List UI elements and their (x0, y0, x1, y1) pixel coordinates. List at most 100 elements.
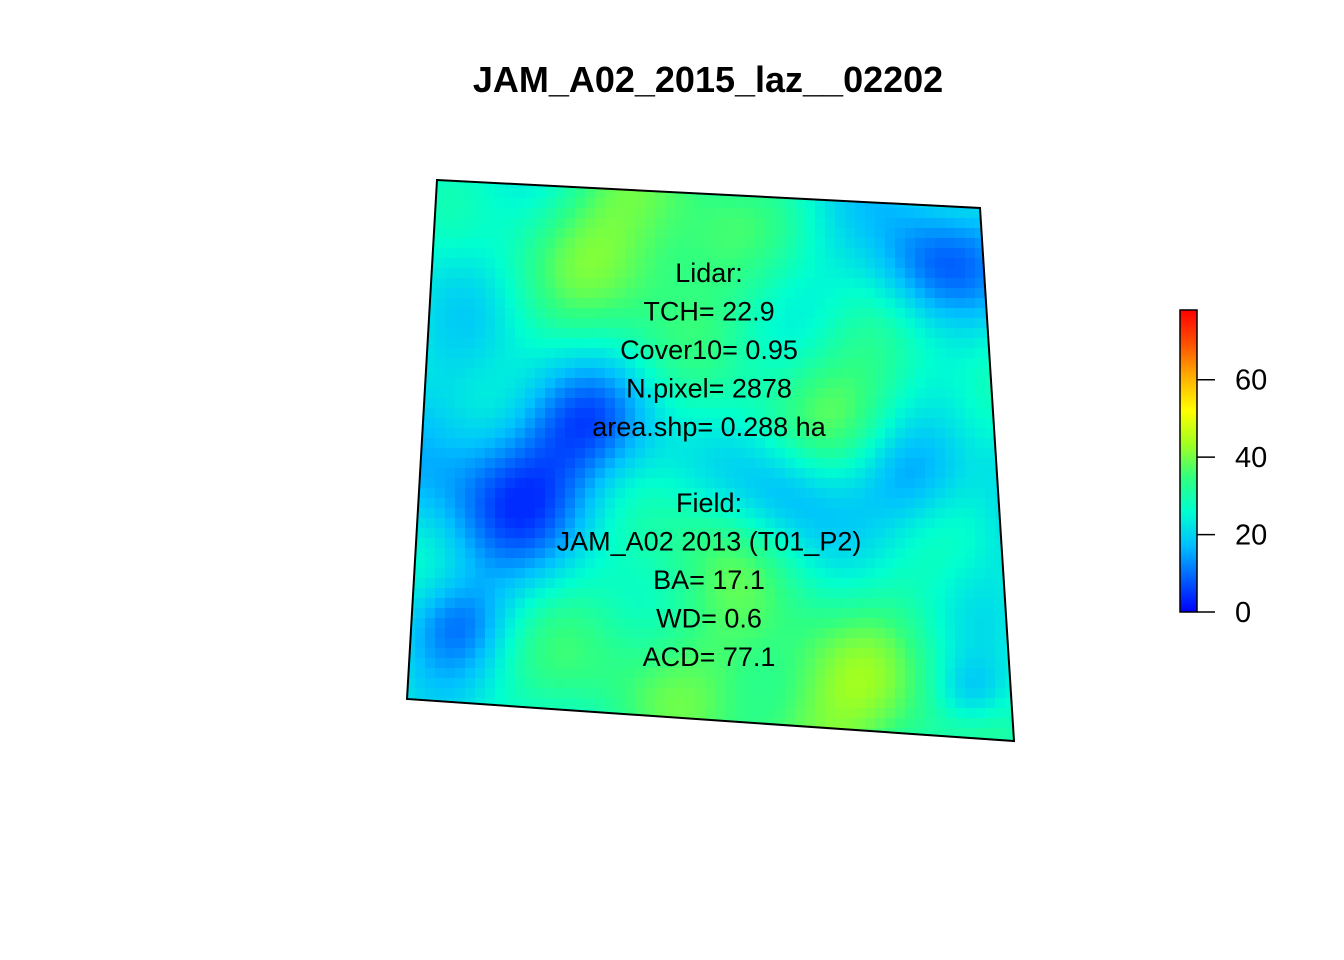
raster-cell (635, 338, 646, 349)
raster-cell (535, 328, 546, 339)
raster-cell (425, 538, 436, 549)
raster-cell (455, 308, 466, 319)
raster-cell (545, 668, 556, 679)
raster-cell (935, 288, 946, 299)
raster-cell (895, 188, 906, 199)
raster-cell (565, 258, 576, 269)
raster-cell (875, 648, 886, 659)
raster-cell (835, 188, 846, 199)
raster-cell (825, 678, 836, 689)
raster-cell (635, 698, 646, 709)
raster-cell (435, 318, 446, 329)
raster-cell (495, 548, 506, 559)
raster-cell (835, 428, 846, 439)
raster-cell (845, 308, 856, 319)
raster-cell (595, 648, 606, 659)
raster-cell (925, 648, 936, 659)
raster-cell (795, 398, 806, 409)
raster-cell (505, 328, 516, 339)
raster-cell (635, 298, 646, 309)
raster-cell (455, 738, 466, 741)
raster-cell (745, 238, 756, 249)
raster-cell (625, 528, 636, 539)
raster-cell (875, 188, 886, 199)
raster-cell (975, 278, 986, 289)
raster-cell (835, 328, 846, 339)
raster-cell (755, 558, 766, 569)
raster-cell (645, 388, 656, 399)
raster-cell (455, 668, 466, 679)
raster-cell (555, 718, 566, 729)
raster-cell (475, 438, 486, 449)
raster-cell (865, 248, 876, 259)
raster-cell (915, 478, 926, 489)
raster-cell (525, 498, 536, 509)
raster-cell (845, 598, 856, 609)
raster-cell (605, 598, 616, 609)
raster-cell (475, 618, 486, 629)
raster-cell (435, 658, 446, 669)
raster-cell (795, 180, 806, 189)
raster-cell (615, 478, 626, 489)
raster-cell (705, 468, 716, 479)
raster-cell (725, 518, 736, 529)
raster-cell (595, 448, 606, 459)
raster-cell (725, 538, 736, 549)
raster-cell (595, 318, 606, 329)
raster-cell (505, 678, 516, 689)
raster-cell (535, 228, 546, 239)
raster-cell (555, 238, 566, 249)
raster-cell (625, 508, 636, 519)
raster-cell (1005, 388, 1014, 399)
raster-cell (775, 228, 786, 239)
raster-cell (505, 248, 516, 259)
raster-cell (545, 688, 556, 699)
raster-cell (895, 578, 906, 589)
raster-cell (415, 738, 426, 741)
raster-cell (985, 598, 996, 609)
raster-cell (895, 488, 906, 499)
raster-cell (685, 688, 696, 699)
raster-cell (795, 238, 806, 249)
raster-cell (905, 368, 916, 379)
raster-cell (805, 408, 816, 419)
raster-cell (435, 598, 446, 609)
raster-cell (905, 588, 916, 599)
raster-cell (565, 208, 576, 219)
raster-cell (485, 738, 496, 741)
raster-cell (875, 388, 886, 399)
raster-cell (675, 708, 686, 719)
raster-cell (675, 408, 686, 419)
raster-cell (435, 608, 446, 619)
raster-cell (865, 308, 876, 319)
raster-cell (745, 398, 756, 409)
raster-cell (645, 728, 656, 739)
raster-cell (895, 518, 906, 529)
raster-cell (407, 338, 416, 349)
raster-cell (735, 458, 746, 469)
raster-cell (825, 478, 836, 489)
raster-cell (695, 698, 706, 709)
raster-cell (755, 388, 766, 399)
raster-cell (565, 448, 576, 459)
raster-cell (535, 428, 546, 439)
raster-cell (425, 458, 436, 469)
raster-cell (975, 248, 986, 259)
raster-cell (985, 718, 996, 729)
raster-cell (745, 538, 756, 549)
raster-cell (945, 448, 956, 459)
raster-cell (435, 368, 446, 379)
raster-cell (815, 608, 826, 619)
raster-cell (415, 328, 426, 339)
raster-cell (545, 678, 556, 689)
raster-cell (1005, 318, 1014, 329)
raster-cell (505, 578, 516, 589)
lidar-annotation-line: area.shp= 0.288 ha (592, 412, 826, 442)
raster-cell (815, 668, 826, 679)
raster-cell (407, 298, 416, 309)
raster-cell (945, 348, 956, 359)
raster-cell (525, 248, 536, 259)
raster-cell (935, 598, 946, 609)
raster-cell (545, 468, 556, 479)
raster-cell (845, 718, 856, 729)
